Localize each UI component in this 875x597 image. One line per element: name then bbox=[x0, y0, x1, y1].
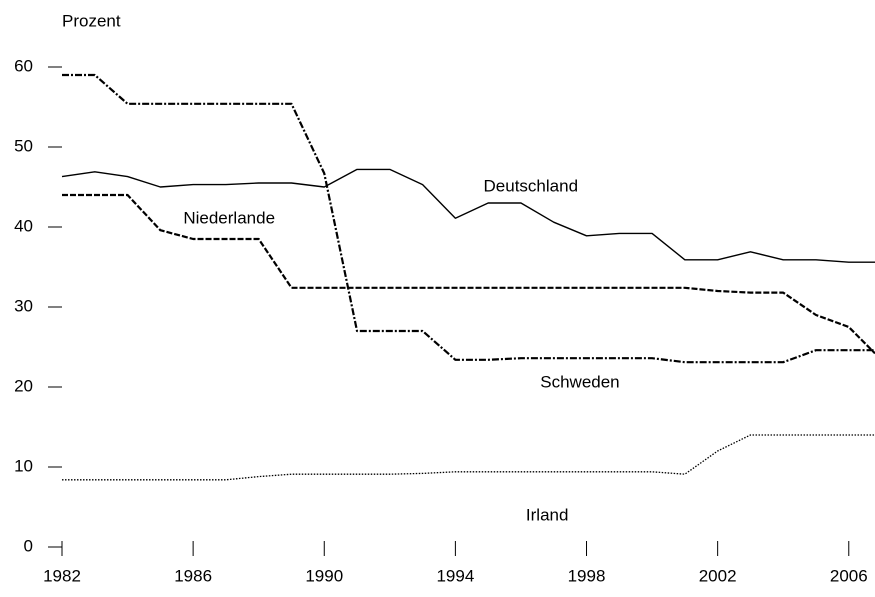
x-tick-label: 2002 bbox=[699, 566, 737, 585]
y-tick-label: 10 bbox=[14, 456, 33, 475]
series-line bbox=[62, 434, 875, 481]
x-tick-label: 1982 bbox=[43, 566, 81, 585]
series-label: Deutschland bbox=[484, 176, 579, 195]
x-tick-label: 1998 bbox=[568, 566, 606, 585]
y-tick-label: 40 bbox=[14, 216, 33, 235]
y-tick-label: 50 bbox=[14, 136, 33, 155]
series-label: Schweden bbox=[540, 372, 619, 391]
y-tick-label: 20 bbox=[14, 376, 33, 395]
x-tick-label: 1994 bbox=[436, 566, 474, 585]
x-tick-label: 1990 bbox=[305, 566, 343, 585]
series-label: Niederlande bbox=[183, 208, 275, 227]
x-tick-label: 1986 bbox=[174, 566, 212, 585]
y-tick-label: 0 bbox=[24, 536, 33, 555]
x-tick-label: 2006 bbox=[830, 566, 868, 585]
series-label: Irland bbox=[526, 505, 569, 524]
series-line bbox=[62, 73, 875, 364]
y-tick-label: 60 bbox=[14, 56, 33, 75]
y-axis-label: Prozent bbox=[62, 11, 121, 30]
y-tick-label: 30 bbox=[14, 296, 33, 315]
series-line bbox=[62, 193, 875, 355]
series-line bbox=[61, 168, 875, 263]
